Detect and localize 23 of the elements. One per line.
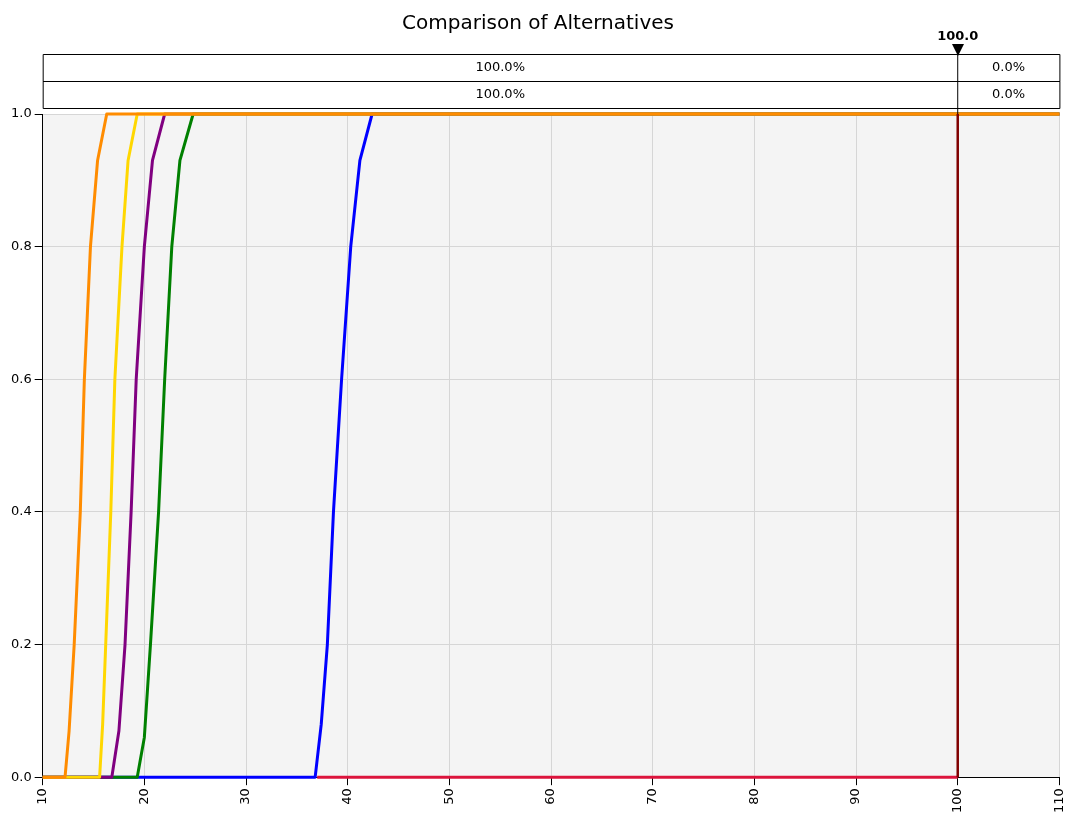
x-tick-label: 80: [745, 788, 761, 805]
x-tick-label: 60: [542, 788, 558, 805]
ref-line-label: 100.0: [937, 27, 979, 43]
y-tick-label: 0.2: [10, 635, 32, 651]
y-tick-label: 0.8: [10, 238, 32, 254]
chart-title: Comparison of Alternatives: [402, 10, 674, 35]
y-tick-label: 0.4: [10, 503, 32, 519]
x-tick-label: 90: [847, 788, 863, 805]
x-tick-label: 20: [135, 788, 151, 805]
y-tick-label: 1.0: [10, 105, 32, 121]
x-tick-label: 40: [339, 788, 355, 805]
x-tick-label: 30: [237, 788, 253, 805]
text: 0.0%: [992, 85, 1026, 101]
text: 100.0%: [475, 85, 525, 101]
y-tick-label: 0.6: [10, 370, 32, 386]
x-tick-label: 10: [34, 788, 50, 805]
text: 0.0%: [992, 58, 1026, 74]
x-tick-label: 110: [1050, 788, 1066, 814]
x-tick-label: 70: [644, 788, 660, 805]
y-tick-label: 0.0: [10, 768, 32, 784]
x-tick-label: 50: [440, 788, 456, 805]
text: 100.0%: [475, 58, 525, 74]
x-tick-label: 100: [949, 788, 965, 814]
